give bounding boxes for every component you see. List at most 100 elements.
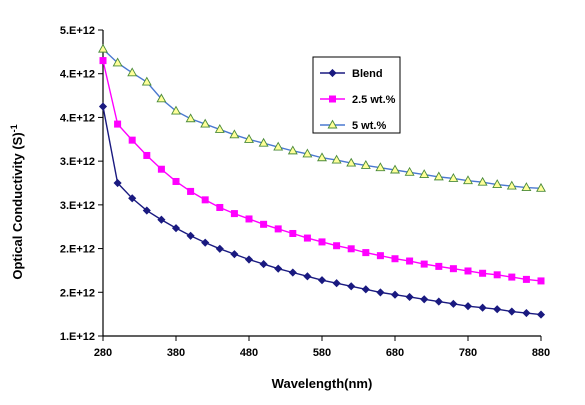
legend-label: 5 wt.% xyxy=(352,120,386,132)
x-tick-labels: 280 380 480 580 680 780 880 xyxy=(94,347,550,359)
data-point xyxy=(259,260,268,269)
data-point xyxy=(260,220,268,228)
data-point xyxy=(245,215,253,223)
axes xyxy=(98,29,542,341)
x-tick-label: 580 xyxy=(313,347,331,359)
data-point xyxy=(289,229,297,237)
y-tick-label: 5.E+12 xyxy=(60,25,95,37)
data-point xyxy=(142,206,151,215)
data-point xyxy=(464,267,472,275)
data-point xyxy=(244,133,254,143)
y-tick-labels: 1.E+12 2.E+12 2.E+12 3.E+12 3.E+12 4.E+12 4.E+… xyxy=(60,25,95,343)
data-point xyxy=(258,137,269,147)
data-point xyxy=(187,187,195,195)
legend-label: 2.5 wt.% xyxy=(352,94,396,106)
data-point xyxy=(419,169,430,179)
data-point xyxy=(157,165,165,173)
x-tick-label: 780 xyxy=(459,347,477,359)
data-point xyxy=(216,203,224,211)
legend-items: Blend 2.5 wt.% 5 wt.% xyxy=(320,68,396,132)
data-point xyxy=(156,93,167,103)
y-tick-label: 2.E+12 xyxy=(60,287,95,299)
x-tick-label: 380 xyxy=(167,347,185,359)
data-point xyxy=(463,302,473,311)
legend-label: Blend xyxy=(352,68,383,80)
data-point xyxy=(185,113,196,123)
data-point xyxy=(98,43,108,53)
data-point xyxy=(405,292,414,302)
data-point xyxy=(274,264,283,273)
y-axis-title: Optical Conductivity (S)-1 xyxy=(9,124,25,279)
legend-marker xyxy=(328,95,336,103)
data-point xyxy=(375,162,386,172)
y-tick-label: 4.E+12 xyxy=(60,69,95,81)
data-point xyxy=(229,129,240,139)
data-point xyxy=(521,182,532,192)
data-point xyxy=(171,224,181,233)
data-point xyxy=(303,272,312,281)
data-point xyxy=(449,299,458,308)
data-point xyxy=(536,310,546,319)
data-point xyxy=(390,290,400,299)
data-point xyxy=(420,295,429,304)
data-point xyxy=(404,166,415,176)
data-point xyxy=(143,151,151,159)
data-point xyxy=(522,275,530,283)
data-point xyxy=(127,67,138,77)
data-point xyxy=(493,305,502,314)
data-point xyxy=(506,180,517,190)
data-point xyxy=(274,225,282,233)
data-point xyxy=(346,157,357,167)
data-point xyxy=(128,194,137,203)
data-point xyxy=(448,172,459,182)
x-tick-label: 480 xyxy=(240,347,258,359)
x-tick-label: 680 xyxy=(386,347,404,359)
legend-marker xyxy=(328,68,337,78)
x-tick-label: 880 xyxy=(532,347,550,359)
data-point xyxy=(390,164,400,174)
data-point xyxy=(112,57,123,67)
data-point xyxy=(492,179,503,188)
data-point xyxy=(186,231,195,240)
data-point xyxy=(376,288,385,297)
data-point xyxy=(128,136,136,144)
data-point xyxy=(333,242,341,250)
data-point xyxy=(362,249,370,257)
data-point xyxy=(463,175,473,185)
data-point xyxy=(287,145,298,155)
data-point xyxy=(493,271,501,279)
data-point xyxy=(113,178,122,188)
data-point xyxy=(376,252,384,260)
data-point xyxy=(435,262,443,270)
x-axis-title: Wavelength(nm) xyxy=(272,376,373,391)
data-point xyxy=(406,257,414,265)
legend-marker xyxy=(327,119,338,129)
data-point xyxy=(215,244,224,253)
series-3 xyxy=(98,43,546,192)
data-point xyxy=(200,118,211,128)
data-point xyxy=(347,245,355,253)
data-point xyxy=(98,102,108,111)
data-point xyxy=(171,105,181,115)
legend-box xyxy=(312,56,401,134)
data-point xyxy=(317,276,327,285)
data-point xyxy=(201,238,210,247)
data-point xyxy=(478,303,487,312)
data-point xyxy=(114,120,122,128)
data-point xyxy=(317,152,327,162)
data-point xyxy=(230,210,238,218)
data-point xyxy=(420,260,428,268)
data-point xyxy=(537,277,545,285)
data-point xyxy=(273,141,284,151)
data-point xyxy=(477,176,488,186)
data-point xyxy=(157,215,166,224)
data-point xyxy=(331,154,342,164)
x-tick-label: 280 xyxy=(94,347,112,359)
data-point xyxy=(433,171,444,181)
data-point xyxy=(479,269,487,277)
data-point xyxy=(536,182,546,192)
series-1 xyxy=(98,102,546,319)
data-point xyxy=(303,234,311,242)
